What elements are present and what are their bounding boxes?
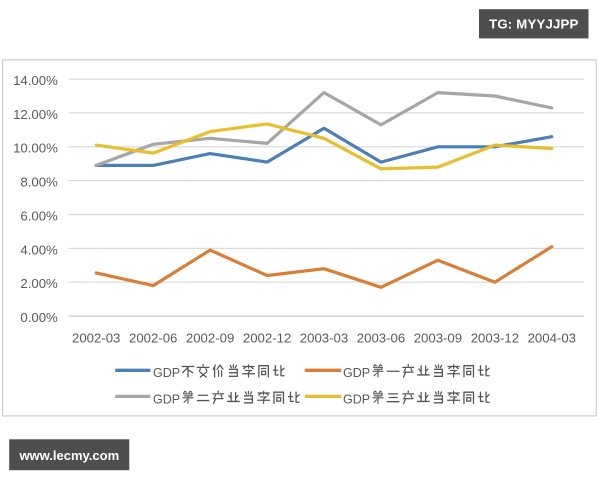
svg-text:2002-06: 2002-06 [129, 330, 177, 345]
svg-text:TG: MYYJJPP: TG: MYYJJPP [489, 17, 578, 32]
svg-text:GDP: GDP [343, 366, 370, 380]
svg-text:GDP: GDP [153, 366, 180, 380]
svg-text:2004-03: 2004-03 [528, 330, 576, 345]
svg-text:www.lecmy.com: www.lecmy.com [18, 448, 119, 463]
svg-text:2003-12: 2003-12 [471, 330, 519, 345]
svg-text:GDP: GDP [343, 393, 370, 407]
svg-text:0.00%: 0.00% [20, 310, 58, 325]
svg-text:2003-09: 2003-09 [414, 330, 462, 345]
svg-text:2.00%: 2.00% [20, 276, 58, 291]
svg-text:2002-03: 2002-03 [72, 330, 120, 345]
svg-text:2002-09: 2002-09 [186, 330, 234, 345]
svg-text:2003-03: 2003-03 [300, 330, 348, 345]
svg-text:8.00%: 8.00% [20, 175, 58, 190]
svg-text:10.00%: 10.00% [13, 141, 58, 156]
svg-text:2003-06: 2003-06 [357, 330, 405, 345]
svg-text:14.00%: 14.00% [13, 73, 58, 88]
svg-text:GDP: GDP [153, 393, 180, 407]
svg-text:4.00%: 4.00% [20, 242, 58, 257]
svg-text:12.00%: 12.00% [13, 107, 58, 122]
svg-text:6.00%: 6.00% [20, 208, 58, 223]
svg-text:2002-12: 2002-12 [243, 330, 291, 345]
